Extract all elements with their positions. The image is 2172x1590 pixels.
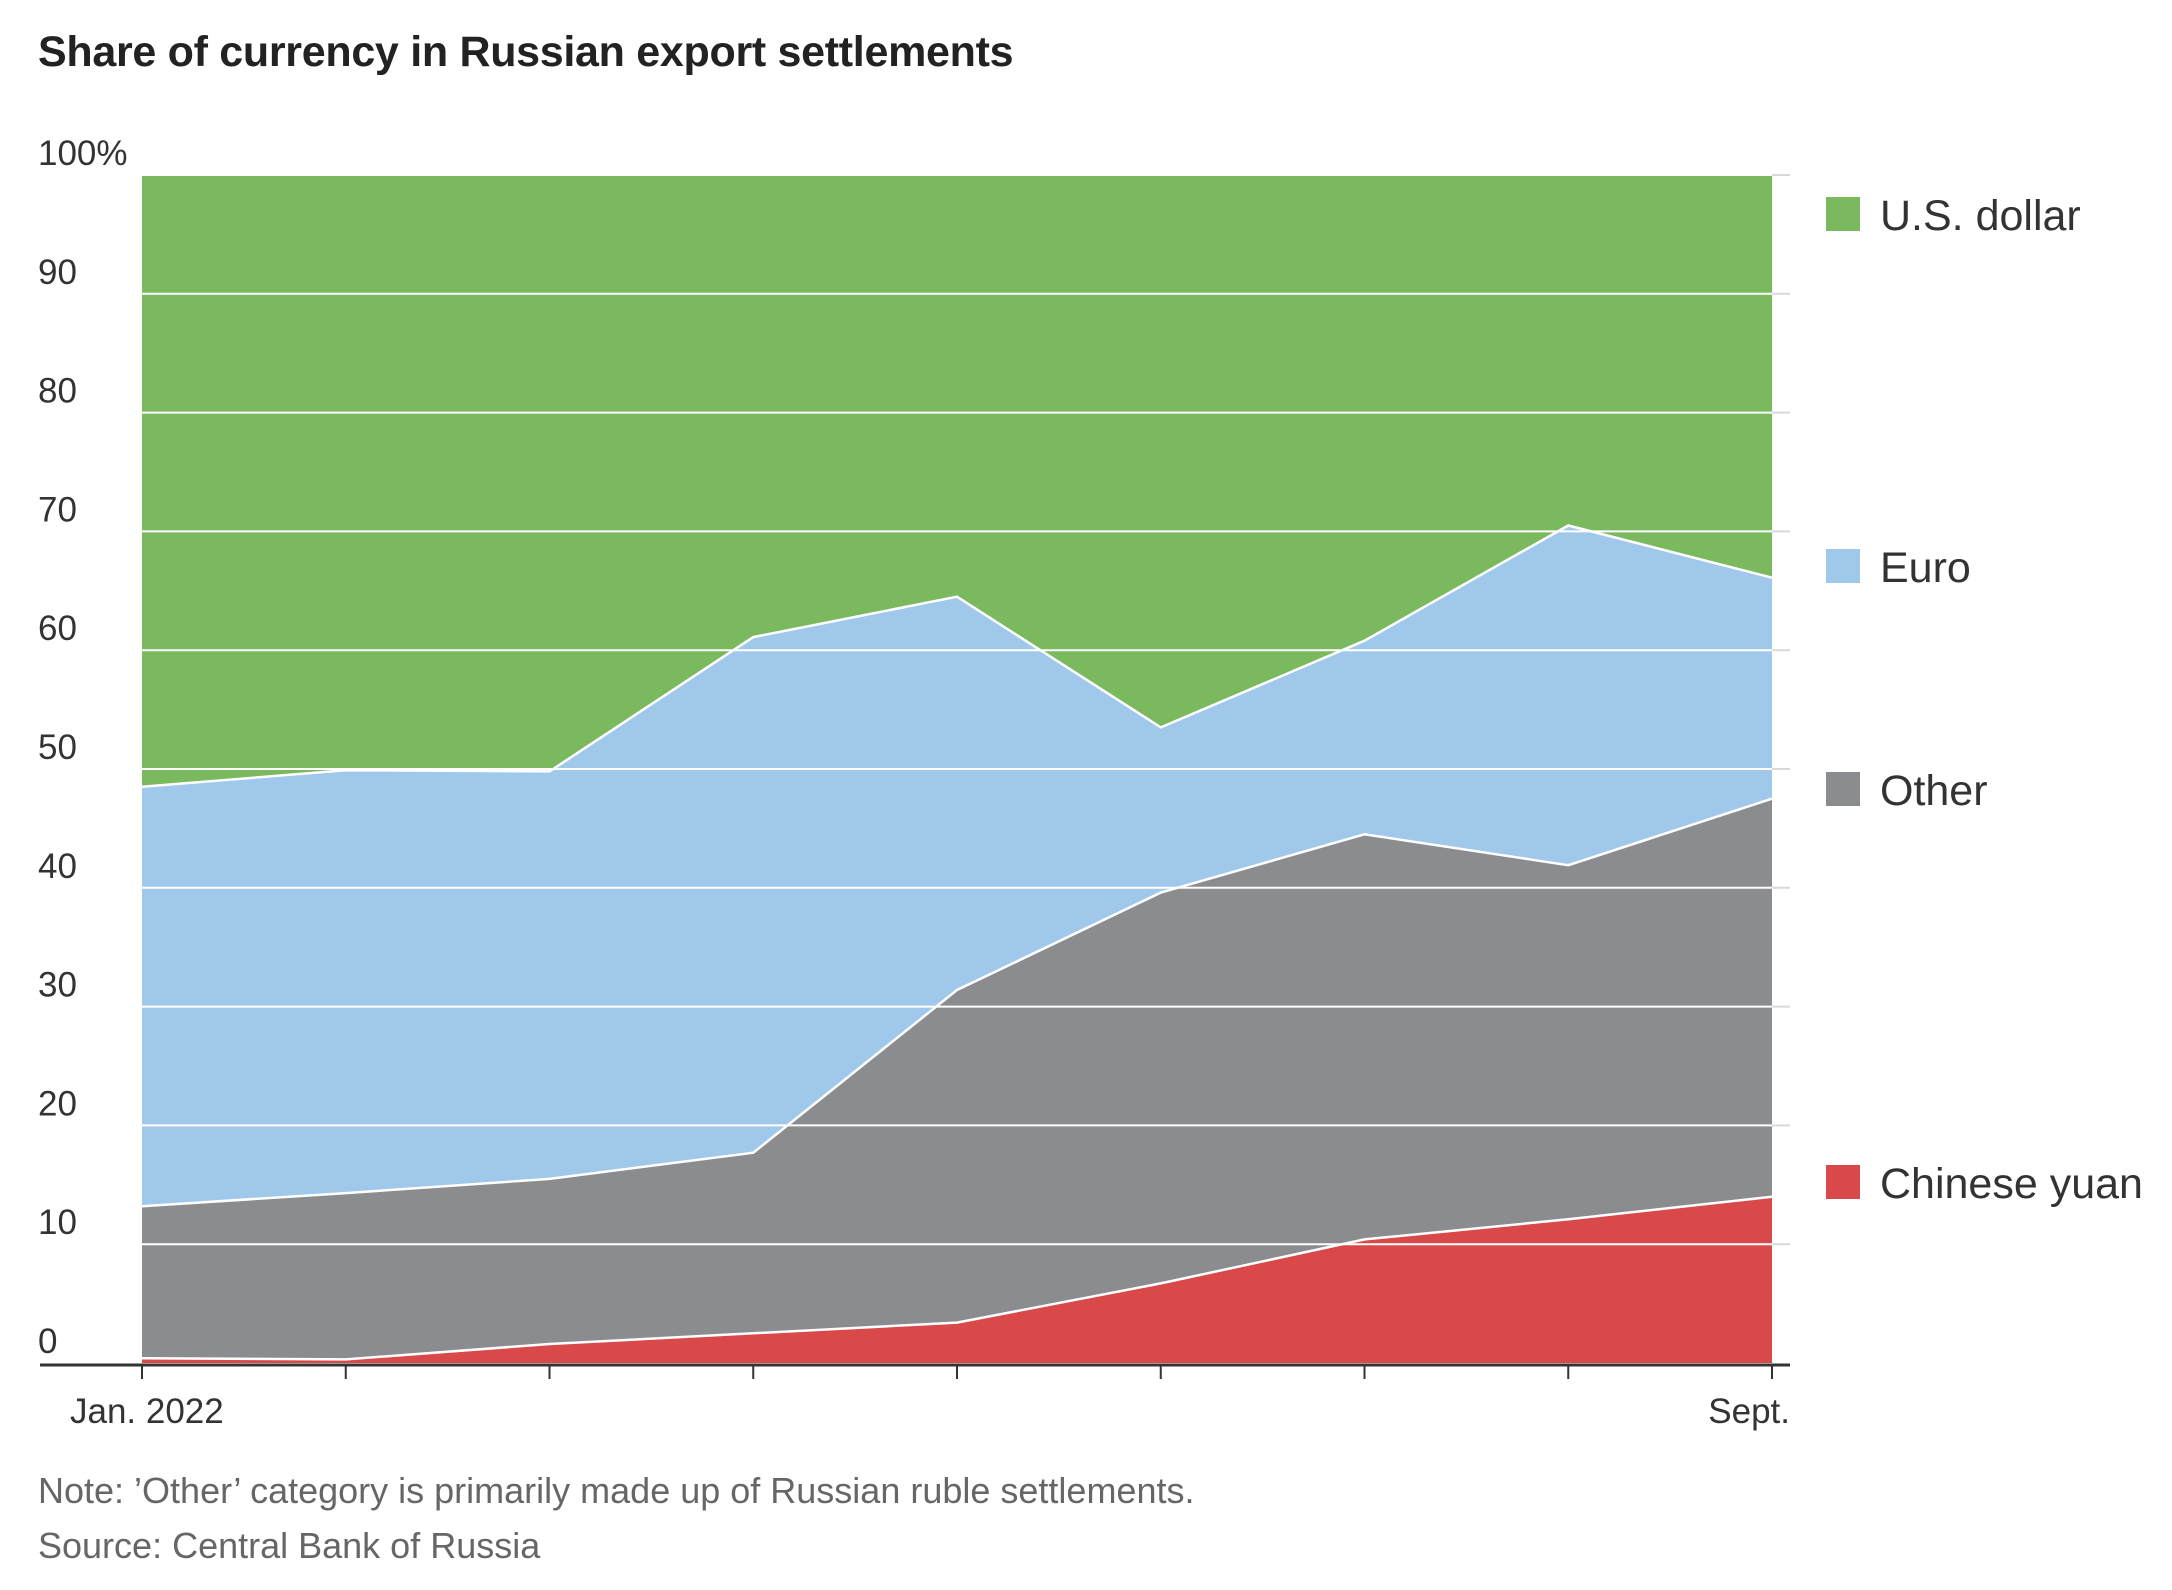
- chart-title: Share of currency in Russian export sett…: [38, 28, 1014, 76]
- y-tick-label: 50: [38, 728, 77, 767]
- boundary-other: [141, 797, 1773, 1208]
- chart-note: Note: ’Other’ category is primarily made…: [38, 1470, 1195, 1511]
- legend-label-u-s-dollar: U.S. dollar: [1880, 192, 2081, 240]
- legend-swatch-u-s-dollar: [1826, 197, 1860, 231]
- y-axis-labels: 100% 90 80 70 60 50 40 30 20 10 0: [38, 134, 128, 1361]
- y-tick-label: 100%: [38, 134, 128, 173]
- legend-swatch-euro: [1826, 549, 1860, 583]
- legend: U.S. dollar Euro Other Chinese yuan: [1826, 192, 2143, 1208]
- area-other: [142, 798, 1772, 1360]
- y-tick-label: 10: [38, 1203, 77, 1242]
- legend-label-chinese-yuan: Chinese yuan: [1880, 1160, 2143, 1208]
- axes: [40, 1363, 1790, 1379]
- area-euro: [142, 525, 1772, 1207]
- area-u-s-dollar: [142, 175, 1772, 787]
- boundary-chinese-yuan: [141, 1195, 1773, 1361]
- boundary-euro: [141, 524, 1773, 789]
- y-tick-label: 90: [38, 253, 77, 292]
- y-tick-label: 80: [38, 372, 77, 411]
- legend-label-other: Other: [1880, 767, 1988, 815]
- y-tick-label: 40: [38, 847, 77, 886]
- area-layers: [142, 175, 1772, 1363]
- x-tick-label: Sept.: [1708, 1392, 1790, 1431]
- legend-swatch-other: [1826, 772, 1860, 806]
- y-tick-label: 60: [38, 609, 77, 648]
- legend-swatch-chinese-yuan: [1826, 1165, 1860, 1199]
- x-axis-labels: Jan. 2022 Sept.: [70, 1392, 1790, 1431]
- series-boundaries: [141, 524, 1773, 1361]
- y-tick-label: 20: [38, 1084, 77, 1123]
- y-tick-label: 0: [38, 1322, 57, 1361]
- y-tick-label: 70: [38, 490, 77, 529]
- legend-label-euro: Euro: [1880, 544, 1971, 592]
- y-tick-label: 30: [38, 966, 77, 1005]
- chart-source: Source: Central Bank of Russia: [38, 1525, 541, 1566]
- x-tick-label: Jan. 2022: [70, 1392, 224, 1431]
- area-chinese-yuan: [142, 1196, 1772, 1363]
- gridlines: [142, 174, 1790, 1246]
